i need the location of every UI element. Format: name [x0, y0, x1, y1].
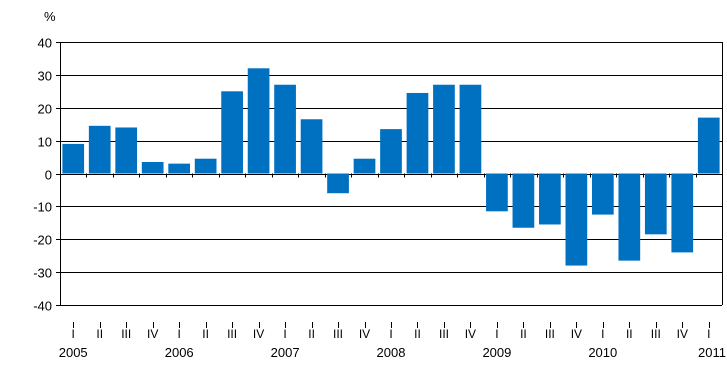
x-category-label: I	[707, 327, 710, 341]
bar	[88, 125, 111, 174]
bar	[512, 173, 535, 228]
x-category-label: II	[626, 327, 633, 341]
y-tick-label: 40	[38, 36, 52, 51]
x-category-label: III	[439, 327, 449, 341]
bar	[697, 117, 720, 174]
bar	[539, 173, 561, 225]
x-category-label: II	[96, 327, 103, 341]
bar	[327, 173, 349, 194]
x-category-label: IV	[253, 327, 264, 341]
y-tick-label: 10	[38, 135, 52, 150]
x-category-label: IV	[359, 327, 370, 341]
bar	[274, 84, 296, 174]
x-category-label: IV	[677, 327, 688, 341]
x-category-label: II	[308, 327, 315, 341]
bar	[459, 84, 482, 174]
x-category-label: III	[545, 327, 555, 341]
x-year-label: 2008	[377, 345, 406, 360]
bar	[168, 163, 191, 174]
bar	[115, 127, 138, 174]
bar	[486, 173, 508, 212]
bar	[565, 173, 588, 266]
x-category-label: III	[227, 327, 237, 341]
x-category-label: I	[495, 327, 498, 341]
x-year-label: 2005	[59, 345, 88, 360]
x-category-label: I	[601, 327, 604, 341]
x-year-label: 2009	[482, 345, 511, 360]
x-year-labels: 2005 2006 2007 2008 2009 2010 2011	[59, 345, 726, 360]
y-tick-label: -10	[33, 200, 52, 215]
x-year-label: 2006	[165, 345, 194, 360]
x-category-label: I	[389, 327, 392, 341]
gridlines	[60, 42, 722, 306]
x-category-label: III	[333, 327, 343, 341]
y-tick-label: 0	[45, 168, 52, 183]
axes	[56, 42, 723, 306]
x-category-labels: I II III IV I II III IV I II III IV I II III IV I II III IV…	[72, 322, 710, 341]
x-category-label: IV	[465, 327, 476, 341]
bar	[671, 173, 694, 253]
unit-label: %	[44, 9, 56, 24]
x-category-label: IV	[147, 327, 158, 341]
x-category-label: I	[72, 327, 75, 341]
x-category-label: II	[520, 327, 527, 341]
x-category-label: III	[121, 327, 131, 341]
x-year-label: 2007	[271, 345, 300, 360]
y-tick-label: 30	[38, 69, 52, 84]
bar	[644, 173, 667, 235]
bar	[591, 173, 614, 215]
bar	[433, 84, 455, 174]
bars	[62, 68, 720, 266]
y-tick-label: -30	[33, 266, 52, 281]
x-year-label: 2011	[698, 345, 726, 360]
bar	[353, 158, 376, 174]
bar	[62, 143, 85, 174]
bar	[380, 129, 402, 174]
x-year-label: 2010	[588, 345, 617, 360]
y-tick-label: 20	[38, 102, 52, 117]
x-category-label: I	[178, 327, 181, 341]
y-tick-label: -20	[33, 233, 52, 248]
x-category-label: II	[414, 327, 421, 341]
y-tick-labels: 40 30 20 10 0 -10 -20 -30 -40	[33, 36, 52, 314]
y-tick-label: -40	[33, 299, 52, 314]
bar	[406, 92, 429, 174]
x-category-label: I	[283, 327, 286, 341]
x-category-label: II	[202, 327, 209, 341]
bar	[247, 68, 270, 174]
bar	[194, 158, 217, 174]
x-category-label: III	[651, 327, 661, 341]
bar	[141, 161, 164, 174]
bar	[618, 173, 641, 261]
bar	[221, 91, 243, 174]
x-category-label: IV	[571, 327, 582, 341]
bar	[300, 119, 323, 174]
